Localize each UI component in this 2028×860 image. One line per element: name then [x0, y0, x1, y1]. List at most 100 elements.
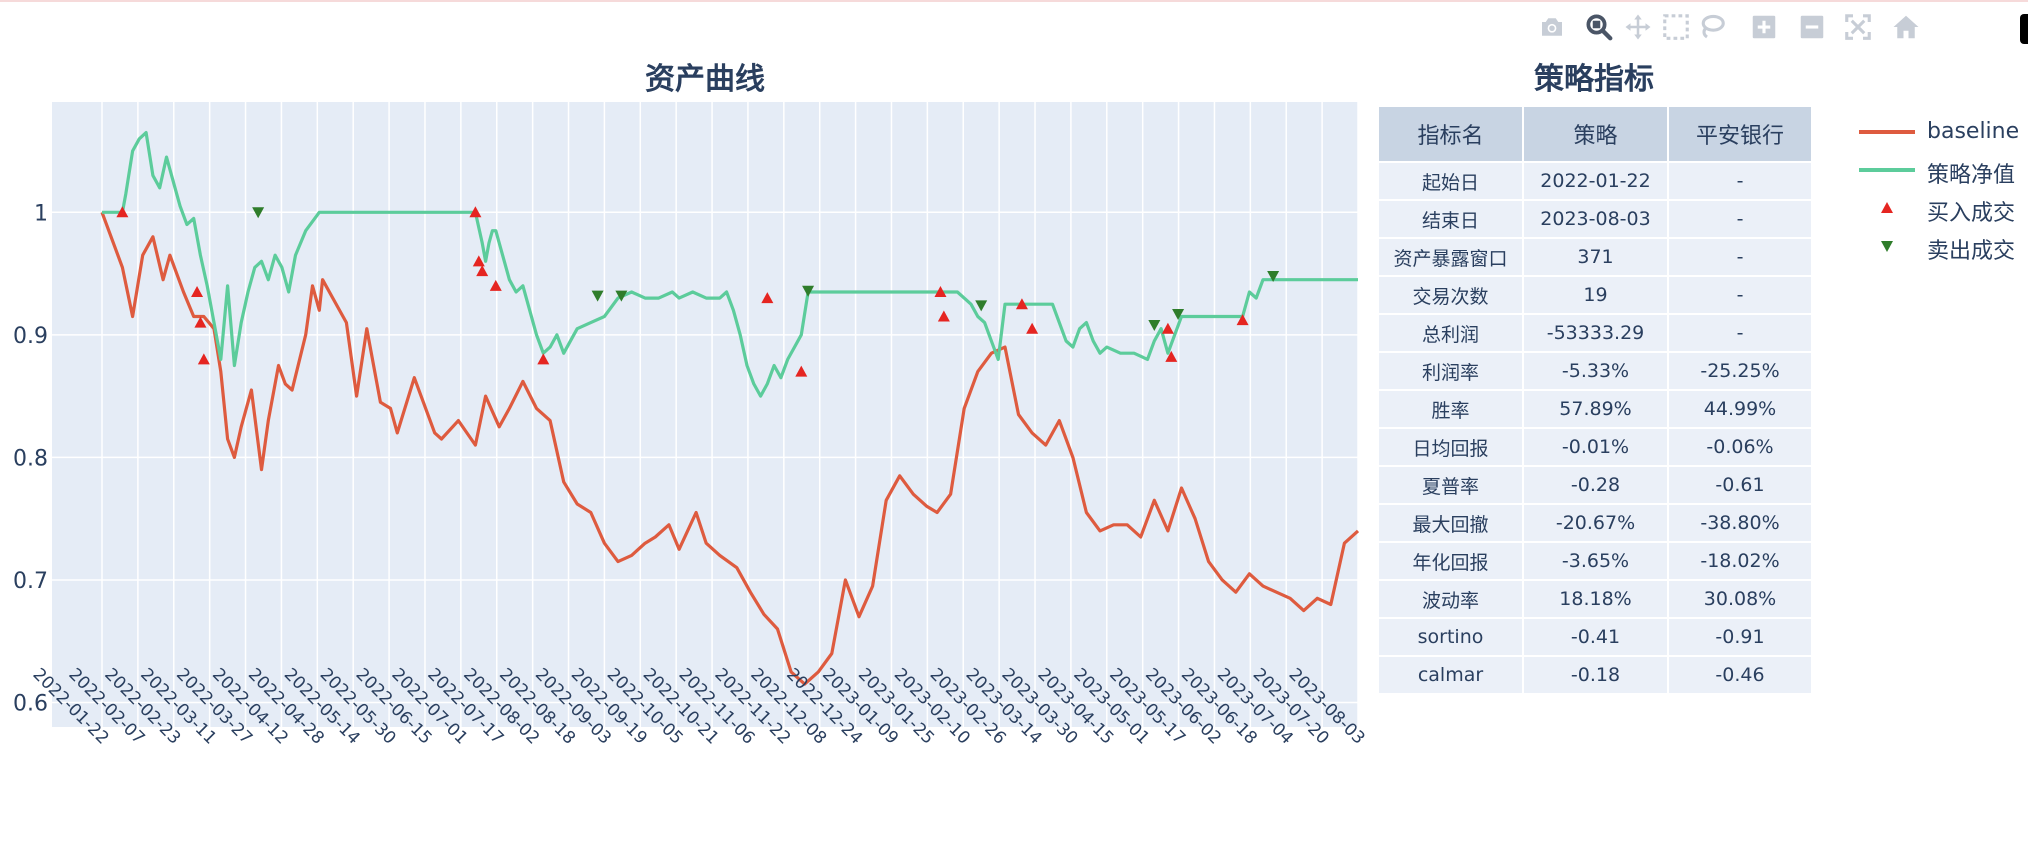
table-cell: sortino — [1377, 617, 1524, 657]
table-row: 最大回撤 -20.67% -38.80% — [1377, 503, 1813, 543]
legend-item-sell[interactable]: 卖出成交 — [1855, 229, 2028, 267]
asset-curve-chart[interactable]: 0.60.70.80.91 2022-01-222022-02-072022-0… — [0, 0, 1440, 860]
table-cell: 日均回报 — [1377, 427, 1524, 467]
legend-label: 卖出成交 — [1927, 239, 2016, 264]
sell-marker — [615, 290, 628, 302]
legend-label: 买入成交 — [1927, 201, 2016, 226]
table-cell: 总利润 — [1377, 313, 1524, 353]
modebar-edge — [2020, 14, 2028, 44]
table-cell: - — [1667, 199, 1813, 239]
buy-marker — [1015, 298, 1028, 310]
table-cell: 交易次数 — [1377, 275, 1524, 315]
table-cell: 资产暴露窗口 — [1377, 237, 1524, 277]
table-cell: -53333.29 — [1522, 313, 1669, 353]
table-row: 总利润 -53333.29- — [1377, 313, 1813, 353]
legend: baseline 策略净值买入成交卖出成交 — [1855, 115, 2028, 267]
pan-icon[interactable] — [1621, 10, 1655, 44]
table-cell: -0.41 — [1522, 617, 1669, 657]
table-cell: 2022-01-22 — [1522, 161, 1669, 201]
table-cell: - — [1667, 313, 1813, 353]
table-cell: 波动率 — [1377, 579, 1524, 619]
box-select-icon[interactable] — [1659, 10, 1693, 44]
trade-markers — [116, 206, 1280, 377]
table-cell: 夏普率 — [1377, 465, 1524, 505]
table-cell: 57.89% — [1522, 389, 1669, 429]
table-cell: -3.65% — [1522, 541, 1669, 581]
camera-icon[interactable] — [1535, 10, 1569, 44]
home-icon[interactable] — [1889, 10, 1923, 44]
legend-item-baseline[interactable]: baseline — [1855, 115, 2028, 153]
legend-item-buy[interactable]: 买入成交 — [1855, 191, 2028, 229]
table-cell: 371 — [1522, 237, 1669, 277]
table-header-cell: 策略 — [1522, 105, 1669, 163]
buy-marker — [469, 206, 482, 218]
buy-marker — [537, 353, 550, 365]
buy-marker — [1026, 322, 1039, 334]
table-row: 波动率 18.18% 30.08% — [1377, 579, 1813, 619]
plot-area[interactable] — [52, 102, 1358, 727]
table-header-row: 指标名 策略 平安银行 — [1377, 105, 1813, 163]
table-row: 夏普率 -0.28 -0.61 — [1377, 465, 1813, 505]
table-cell: -0.06% — [1667, 427, 1813, 467]
table-cell: -0.91 — [1667, 617, 1813, 657]
table-body: 起始日 2022-01-22- 结束日 2023-08-03- 资产暴露窗口 371- 交易… — [1377, 161, 1813, 695]
zoom-in-icon[interactable] — [1747, 10, 1781, 44]
chart-title: 资产曲线 — [645, 62, 765, 97]
series-lines — [100, 131, 1360, 686]
table-row: 交易次数 19- — [1377, 275, 1813, 315]
table-row: 结束日 2023-08-03- — [1377, 199, 1813, 239]
y-tick-label: 0.7 — [13, 569, 48, 594]
table-cell: 44.99% — [1667, 389, 1813, 429]
buy-marker — [489, 279, 502, 291]
table-row: 胜率 57.89% 44.99% — [1377, 389, 1813, 429]
zoom-icon[interactable] — [1582, 10, 1616, 44]
sell-marker — [591, 290, 604, 302]
table-cell: -0.18 — [1522, 655, 1669, 695]
buy-marker — [1165, 350, 1178, 362]
zoom-out-icon[interactable] — [1795, 10, 1829, 44]
table-cell: -18.02% — [1667, 541, 1813, 581]
table-cell: -5.33% — [1522, 351, 1669, 391]
table-cell: - — [1667, 275, 1813, 315]
buy-marker — [191, 285, 204, 297]
table-header-cell: 指标名 — [1377, 105, 1524, 163]
x-gridlines — [101, 102, 1359, 727]
strategy-series-line — [102, 131, 1358, 398]
top-border — [0, 0, 2028, 2]
autoscale-icon[interactable] — [1841, 10, 1875, 44]
buy-marker — [194, 316, 207, 328]
y-tick-label: 0.6 — [13, 691, 48, 716]
table-cell: - — [1667, 237, 1813, 277]
table-cell: 年化回报 — [1377, 541, 1524, 581]
y-tick-label: 1 — [34, 201, 48, 226]
legend-symbol — [1881, 202, 1893, 213]
table-cell: 起始日 — [1377, 161, 1524, 201]
table-row: 利润率 -5.33% -25.25% — [1377, 351, 1813, 391]
table-cell: 胜率 — [1377, 389, 1524, 429]
table-cell: - — [1667, 161, 1813, 201]
legend-symbol — [1881, 241, 1893, 252]
table-cell: -25.25% — [1667, 351, 1813, 391]
buy-marker — [476, 265, 489, 277]
sell-marker — [1148, 320, 1161, 332]
table-row: 资产暴露窗口 371- — [1377, 237, 1813, 277]
table-row: 年化回报 -3.65% -18.02% — [1377, 541, 1813, 581]
table-cell: 19 — [1522, 275, 1669, 315]
legend-item-strategy[interactable]: 策略净值 — [1855, 153, 2028, 191]
table-cell: -0.01% — [1522, 427, 1669, 467]
table-title: 策略指标 — [1534, 62, 1654, 97]
table-cell: -0.28 — [1522, 465, 1669, 505]
table-header-cell: 平安银行 — [1667, 105, 1813, 163]
sell-marker — [1267, 271, 1280, 283]
metrics-table: 指标名 策略 平安银行 起始日 2022-01-22- 结束日 2023-08-03- 资产… — [1377, 105, 1813, 695]
table-cell: 18.18% — [1522, 579, 1669, 619]
legend-label: 策略净值 — [1927, 163, 2016, 188]
lasso-select-icon[interactable] — [1695, 10, 1729, 44]
buy-marker — [1236, 314, 1249, 326]
legend-label: baseline — [1927, 119, 2020, 144]
buy-marker — [761, 292, 774, 304]
y-axis-ticks: 0.6 0.7 0.8 0.9 1 — [13, 201, 48, 716]
baseline-series-line — [100, 211, 1360, 686]
sell-marker — [802, 285, 815, 297]
legend-symbol — [1859, 130, 1915, 134]
